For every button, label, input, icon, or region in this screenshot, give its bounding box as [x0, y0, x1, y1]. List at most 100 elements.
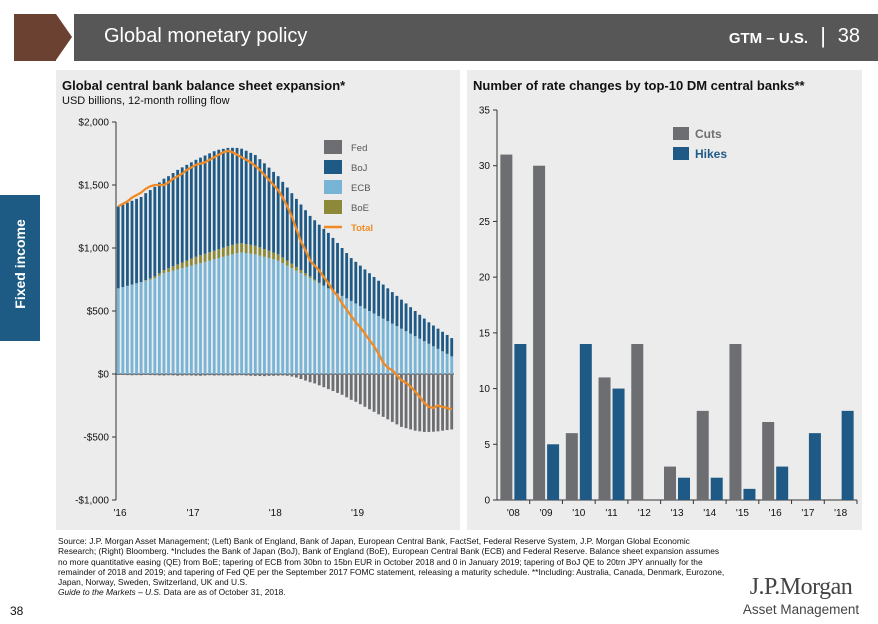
ecb-bar — [299, 273, 303, 374]
boj-bar — [372, 276, 376, 314]
boj-bar — [212, 151, 216, 251]
fed-bar — [203, 374, 207, 376]
fed-bar — [249, 374, 253, 376]
fed-bar — [162, 374, 166, 376]
boj-bar — [217, 149, 221, 250]
boe-bar — [144, 280, 148, 281]
legend-swatch — [324, 140, 342, 154]
logo-name: J.P.Morgan — [749, 574, 853, 600]
left-chart-title: Global central bank balance sheet expans… — [62, 78, 346, 93]
boe-bar — [176, 264, 180, 270]
fed-bar — [208, 374, 212, 376]
fed-bar — [326, 374, 330, 390]
fed-bar — [240, 374, 244, 376]
ecb-bar — [130, 284, 134, 374]
ecb-bar — [427, 343, 431, 374]
boe-bar — [157, 273, 161, 276]
ecb-bar — [148, 279, 152, 374]
boe-bar — [267, 250, 271, 259]
legend-label: Total — [351, 223, 373, 234]
ecb-bar — [189, 265, 193, 374]
boj-bar — [263, 163, 266, 250]
fed-bar — [368, 374, 371, 410]
boj-bar — [130, 200, 134, 285]
fed-bar — [253, 374, 257, 376]
fed-bar — [400, 374, 403, 427]
hikes-bar — [743, 488, 756, 500]
boj-bar — [176, 169, 180, 265]
boe-bar — [299, 270, 303, 274]
fed-bar — [167, 374, 170, 376]
boe-bar — [226, 246, 230, 256]
fed-bar — [308, 374, 312, 383]
boe-bar — [185, 260, 189, 267]
legend-swatch — [324, 160, 342, 174]
boe-bar — [221, 247, 225, 257]
ecb-bar — [244, 253, 248, 374]
x-tick-label: '19 — [351, 508, 364, 519]
ecb-bar — [381, 318, 385, 374]
ecb-bar — [317, 283, 321, 374]
boe-bar — [295, 266, 298, 271]
y-tick-label: $0 — [98, 370, 110, 381]
cuts-bar — [565, 433, 578, 500]
total-line — [117, 149, 453, 411]
fed-bar — [153, 374, 157, 376]
legend-label: ECB — [351, 183, 371, 194]
legend-swatch — [324, 180, 342, 194]
boj-bar — [340, 248, 344, 296]
boj-bar — [116, 206, 120, 289]
fed-bar — [116, 374, 120, 376]
ecb-bar — [240, 252, 244, 374]
fed-bar — [436, 374, 440, 432]
boe-bar — [162, 270, 166, 274]
header-chevron — [56, 14, 72, 60]
ecb-bar — [226, 255, 230, 374]
ecb-bar — [372, 313, 376, 374]
legend-swatch — [324, 200, 342, 214]
ecb-bar — [281, 263, 285, 374]
x-tick-label: '17 — [187, 508, 200, 519]
fed-bar — [290, 374, 294, 377]
boj-bar — [148, 190, 152, 279]
boe-bar — [308, 276, 312, 279]
boj-bar — [345, 253, 349, 299]
fed-bar — [299, 374, 303, 380]
fed-bar — [194, 374, 198, 376]
legend-swatch — [673, 147, 689, 160]
boe-bar — [180, 262, 184, 269]
fed-bar — [313, 374, 317, 384]
boj-bar — [281, 181, 285, 258]
boe-bar — [167, 268, 170, 272]
boj-bar — [322, 228, 326, 286]
boj-bar — [358, 265, 362, 306]
boj-bar — [395, 295, 399, 327]
boj-bar — [194, 159, 198, 257]
ecb-bar — [326, 288, 330, 374]
ecb-bar — [139, 282, 143, 374]
boj-bar — [299, 204, 303, 271]
fed-bar — [317, 374, 321, 386]
y-tick-label: 15 — [479, 328, 491, 339]
y-tick-label: 10 — [479, 384, 491, 395]
ecb-bar — [126, 285, 129, 374]
ecb-bar — [285, 265, 289, 374]
ecb-bar — [167, 271, 170, 374]
boj-bar — [167, 176, 170, 269]
fed-bar — [281, 374, 285, 376]
x-tick-label: '16 — [769, 508, 782, 519]
hikes-bar — [514, 344, 527, 500]
fed-bar — [336, 374, 339, 393]
boj-bar — [240, 148, 244, 244]
ecb-bar — [349, 300, 353, 374]
ecb-bar — [258, 255, 262, 374]
fed-bar — [135, 374, 138, 376]
fed-bar — [413, 374, 417, 431]
footer-page-number: 38 — [10, 604, 24, 618]
y-tick-label: -$1,000 — [75, 496, 109, 507]
boe-bar — [208, 252, 212, 261]
fed-bar — [372, 374, 376, 412]
boj-bar — [267, 167, 271, 251]
ecb-bar — [340, 295, 344, 374]
ecb-bar — [272, 259, 275, 374]
